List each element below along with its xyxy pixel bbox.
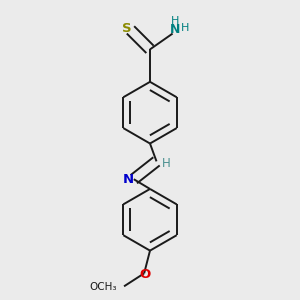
Text: S: S [122,22,131,35]
Text: O: O [139,268,150,281]
Text: N: N [170,23,180,36]
Text: OCH₃: OCH₃ [89,282,117,292]
Text: H: H [181,23,189,33]
Text: N: N [122,173,134,186]
Text: H: H [162,158,171,170]
Text: H: H [171,16,179,26]
